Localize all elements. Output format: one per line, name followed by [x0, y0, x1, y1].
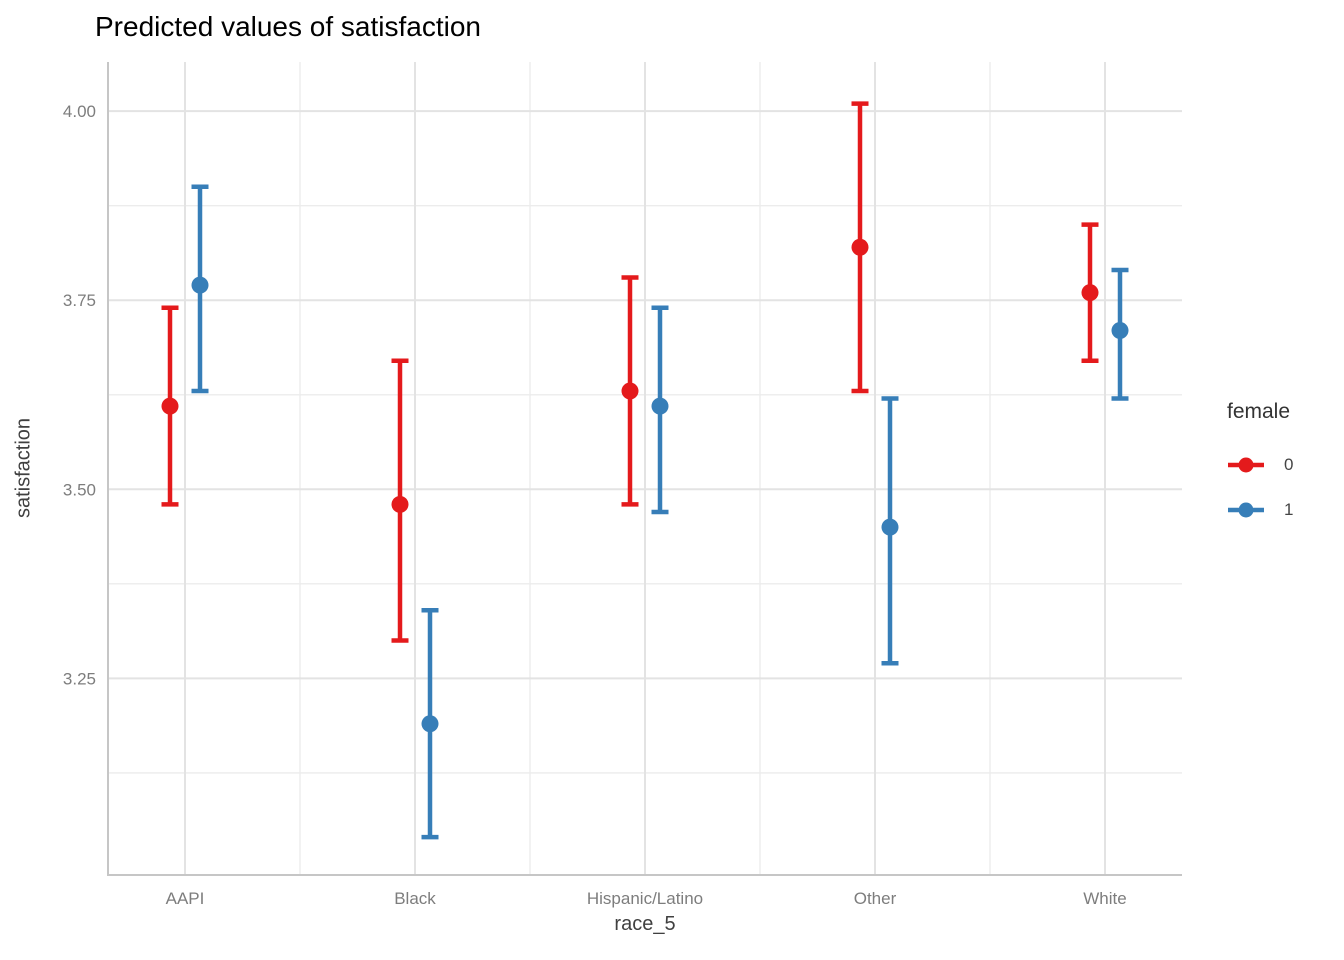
legend-entry-label: 1: [1284, 500, 1294, 519]
pointrange-key-icon: [1228, 457, 1264, 473]
data-point: [191, 276, 209, 294]
data-point: [391, 495, 409, 513]
x-tick-label: Hispanic/Latino: [587, 889, 703, 908]
data-point: [1081, 284, 1099, 302]
x-axis-title: race_5: [614, 913, 676, 935]
data-point: [851, 238, 869, 256]
plot-title: Predicted values of satisfaction: [95, 11, 481, 42]
legend-entry-female-1: 1: [1227, 498, 1337, 522]
data-point: [621, 382, 639, 400]
x-tick-label: Black: [394, 889, 436, 908]
y-tick-label: 3.25: [63, 669, 96, 688]
legend-entry-label: 0: [1284, 455, 1294, 474]
x-tick-label: White: [1083, 889, 1126, 908]
legend-entry-female-0: 0: [1227, 453, 1337, 477]
data-point: [651, 397, 669, 415]
y-tick-label: 4.00: [63, 102, 96, 121]
y-tick-label: 3.75: [63, 291, 96, 310]
data-point: [1111, 321, 1129, 339]
legend-title: female: [1227, 400, 1291, 423]
data-point: [881, 518, 899, 536]
pointrange-key-icon: [1228, 502, 1264, 518]
data-point: [421, 715, 439, 733]
x-tick-label: AAPI: [166, 889, 205, 908]
data-point: [161, 397, 179, 415]
x-tick-label: Other: [854, 889, 897, 908]
y-tick-label: 3.50: [63, 480, 96, 499]
legend: female 0 1: [1227, 400, 1337, 543]
